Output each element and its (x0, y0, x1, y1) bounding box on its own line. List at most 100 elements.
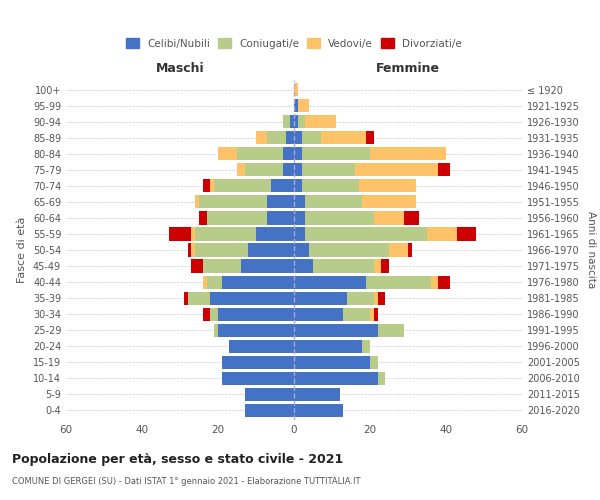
Bar (366, 276, 431, 288)
Bar (286, 131, 294, 144)
Bar (184, 292, 188, 304)
Bar (389, 244, 408, 256)
Y-axis label: Fasce di età: Fasce di età (17, 217, 27, 283)
Bar (191, 244, 195, 256)
Y-axis label: Anni di nascita: Anni di nascita (586, 212, 596, 288)
Bar (256, 131, 268, 144)
Bar (309, 244, 389, 256)
Bar (427, 228, 457, 240)
Bar (294, 83, 298, 96)
Bar (294, 308, 343, 320)
Bar (404, 212, 419, 224)
Bar (241, 260, 294, 272)
Bar (355, 163, 439, 176)
Bar (377, 324, 404, 337)
Bar (222, 356, 294, 369)
Bar (203, 260, 241, 272)
Bar (211, 292, 294, 304)
Legend: Celibi/Nubili, Coniugati/e, Vedovi/e, Divorziati/e: Celibi/Nubili, Coniugati/e, Vedovi/e, Di… (122, 34, 466, 53)
Bar (294, 180, 302, 192)
Bar (302, 147, 370, 160)
Bar (191, 228, 195, 240)
Bar (268, 131, 286, 144)
Bar (169, 228, 191, 240)
Bar (377, 372, 385, 385)
Bar (195, 196, 199, 208)
Bar (408, 244, 412, 256)
Bar (283, 163, 294, 176)
Bar (305, 196, 362, 208)
Text: Maschi: Maschi (155, 62, 205, 75)
Bar (313, 260, 374, 272)
Bar (203, 276, 206, 288)
Bar (439, 276, 450, 288)
Bar (199, 212, 206, 224)
Bar (302, 131, 320, 144)
Bar (290, 115, 294, 128)
Bar (294, 244, 309, 256)
Bar (191, 260, 203, 272)
Text: COMUNE DI GERGEI (SU) - Dati ISTAT 1° gennaio 2021 - Elaborazione TUTTITALIA.IT: COMUNE DI GERGEI (SU) - Dati ISTAT 1° ge… (12, 478, 361, 486)
Bar (294, 115, 298, 128)
Bar (211, 308, 218, 320)
Bar (245, 388, 294, 401)
Bar (359, 180, 416, 192)
Bar (457, 228, 476, 240)
Bar (268, 196, 294, 208)
Bar (206, 276, 222, 288)
Bar (294, 260, 313, 272)
Bar (283, 147, 294, 160)
Text: Popolazione per età, sesso e stato civile - 2021: Popolazione per età, sesso e stato civil… (12, 452, 343, 466)
Bar (283, 115, 290, 128)
Bar (294, 372, 377, 385)
Bar (211, 180, 214, 192)
Bar (222, 372, 294, 385)
Bar (294, 196, 305, 208)
Bar (245, 404, 294, 417)
Bar (256, 228, 294, 240)
Bar (222, 276, 294, 288)
Bar (366, 131, 374, 144)
Bar (439, 163, 450, 176)
Bar (245, 163, 283, 176)
Bar (320, 131, 366, 144)
Bar (218, 147, 237, 160)
Bar (374, 260, 382, 272)
Bar (268, 212, 294, 224)
Bar (218, 324, 294, 337)
Bar (188, 292, 211, 304)
Bar (370, 356, 377, 369)
Bar (374, 292, 377, 304)
Bar (362, 196, 416, 208)
Bar (294, 324, 377, 337)
Bar (294, 340, 362, 353)
Bar (203, 180, 211, 192)
Bar (343, 308, 370, 320)
Bar (199, 196, 268, 208)
Bar (377, 292, 385, 304)
Bar (294, 292, 347, 304)
Bar (294, 404, 343, 417)
Bar (188, 244, 191, 256)
Bar (382, 260, 389, 272)
Bar (294, 356, 370, 369)
Bar (195, 244, 248, 256)
Bar (347, 292, 374, 304)
Bar (298, 99, 309, 112)
Bar (305, 115, 336, 128)
Bar (294, 163, 302, 176)
Bar (370, 308, 374, 320)
Bar (362, 340, 370, 353)
Bar (305, 212, 374, 224)
Bar (237, 163, 245, 176)
Bar (294, 228, 305, 240)
Bar (302, 180, 359, 192)
Bar (294, 212, 305, 224)
Bar (298, 115, 305, 128)
Bar (214, 324, 218, 337)
Bar (302, 163, 355, 176)
Bar (195, 228, 256, 240)
Bar (294, 276, 366, 288)
Bar (218, 308, 294, 320)
Bar (294, 147, 302, 160)
